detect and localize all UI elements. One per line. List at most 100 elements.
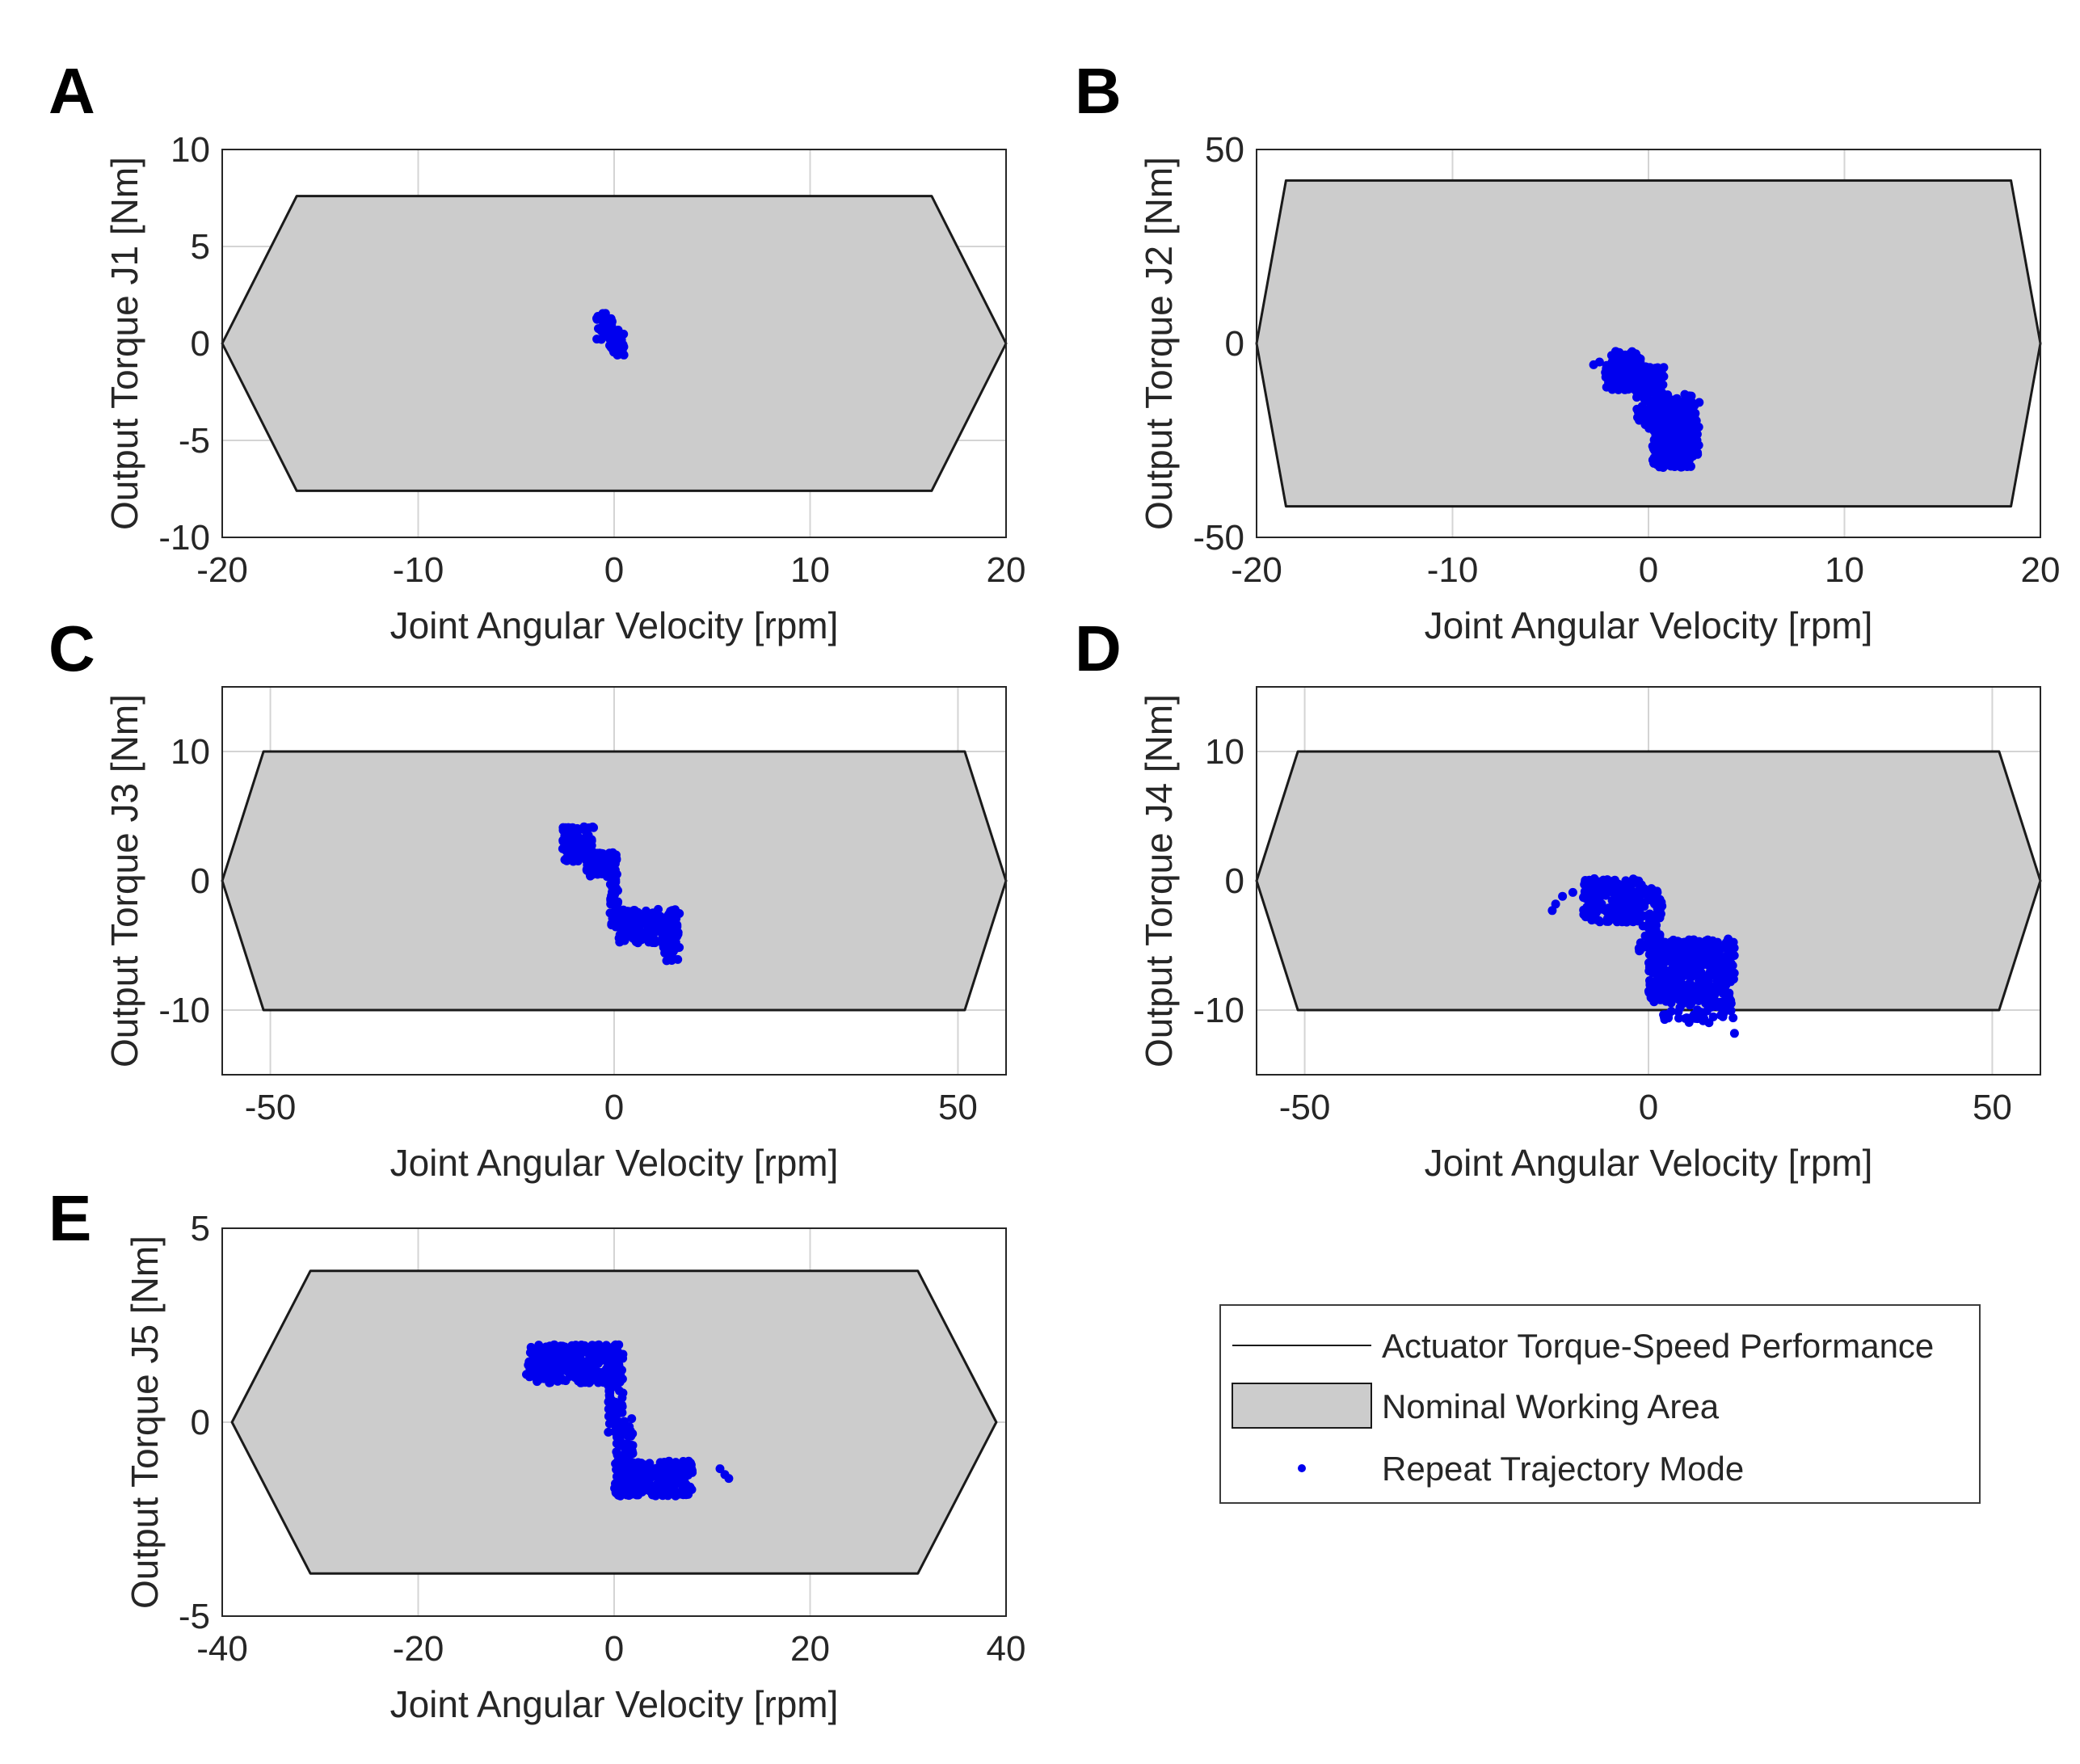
data-point [667,956,676,965]
legend-label-working-area: Nominal Working Area [1382,1387,1720,1425]
x-axis-label: Joint Angular Velocity [rpm] [1425,604,1873,646]
data-point [571,846,581,856]
data-point [1568,887,1577,897]
tick-labels: -50 0 50 -10 0 10 [158,732,978,1127]
axes-frame [1256,149,2041,538]
data-point [1604,884,1614,894]
tick-labels: -50 0 50 -10 0 10 [1193,732,2012,1127]
data-point [1681,958,1691,967]
x-tick-label: 0 [604,1088,624,1127]
x-tick-label: -20 [196,550,248,590]
y-tick-label: 10 [171,732,210,772]
data-point [1665,986,1675,996]
data-point [654,1480,663,1489]
data-point [1657,978,1666,987]
data-point [1643,911,1653,920]
y-axis-label: Output Torque J4 [Nm] [1138,694,1180,1067]
data-point [1601,368,1611,377]
data-point [1649,374,1659,384]
data-point [1668,979,1677,988]
data-point [587,840,596,850]
panel-letter: D [1075,613,1122,684]
data-point [1623,889,1632,899]
data-point [1693,1014,1703,1024]
data-point [608,326,617,335]
data-point [605,1357,615,1366]
x-tick-label: 0 [604,1629,624,1669]
data-point [612,921,621,931]
data-point [1620,356,1630,365]
data-point [634,916,644,925]
data-point [1692,952,1702,961]
data-point [685,1483,695,1492]
data-point [1703,948,1713,958]
data-point [1594,357,1604,367]
panel-letter: C [48,613,95,684]
data-point [1619,898,1628,907]
data-point [1551,899,1560,909]
x-axis-label: Joint Angular Velocity [rpm] [390,1142,839,1184]
data-point [1636,354,1645,364]
data-point [1696,960,1706,970]
data-point [604,1381,613,1391]
data-point [614,1440,623,1450]
data-point [1558,891,1568,901]
y-tick-label: 0 [191,861,210,901]
data-point [1649,420,1659,430]
panel-c: -50 0 50 -10 0 10 Joint Angular Velocity [rpm… [48,613,1008,1184]
data-point [633,938,642,948]
y-tick-label: -10 [158,518,210,558]
data-point [1627,347,1637,356]
x-tick-label: 20 [2021,550,2061,590]
data-point [1698,939,1707,949]
data-point [1712,946,1721,956]
data-point [1695,991,1704,1001]
data-point [1719,978,1728,987]
y-tick-label: 0 [191,1403,210,1442]
data-point [1618,381,1627,390]
data-point [1724,950,1733,960]
legend-label-trajectory: Repeat Trajectory Mode [1382,1450,1744,1488]
data-point [604,1427,613,1437]
x-tick-label: -20 [393,1629,444,1669]
data-point [581,831,591,841]
data-point [1656,418,1665,427]
data-point [587,1341,597,1350]
data-point [595,848,604,858]
legend-label-performance: Actuator Torque-Speed Performance [1382,1327,1934,1365]
data-point [626,1431,636,1441]
data-point [1580,891,1589,901]
data-point [566,1354,576,1364]
data-point [606,894,616,903]
data-point [1686,987,1696,997]
data-point [1594,892,1604,902]
y-tick-label: -5 [179,421,210,461]
data-point [634,1466,643,1475]
data-point [1692,1005,1702,1015]
data-point [1614,909,1623,919]
data-point [612,1447,621,1457]
data-point [1610,358,1619,368]
data-point [1644,895,1653,905]
data-point [1653,886,1662,896]
x-tick-label: 20 [987,550,1026,590]
data-point [537,1370,547,1380]
data-point [627,1414,637,1424]
data-point [576,1349,586,1359]
data-point [587,822,597,831]
data-point [1612,367,1622,377]
data-point [1724,934,1733,944]
data-point [1655,895,1665,904]
data-point [1727,973,1737,983]
data-point [625,924,634,933]
data-point [612,1416,621,1425]
data-point [558,1375,568,1385]
y-tick-label: 0 [1225,324,1244,364]
y-tick-label: 0 [1225,861,1244,901]
data-point [1650,911,1660,920]
y-tick-label: 5 [191,1209,210,1248]
data-point [1707,1002,1716,1012]
data-point [642,1463,651,1473]
data-point [611,884,621,894]
